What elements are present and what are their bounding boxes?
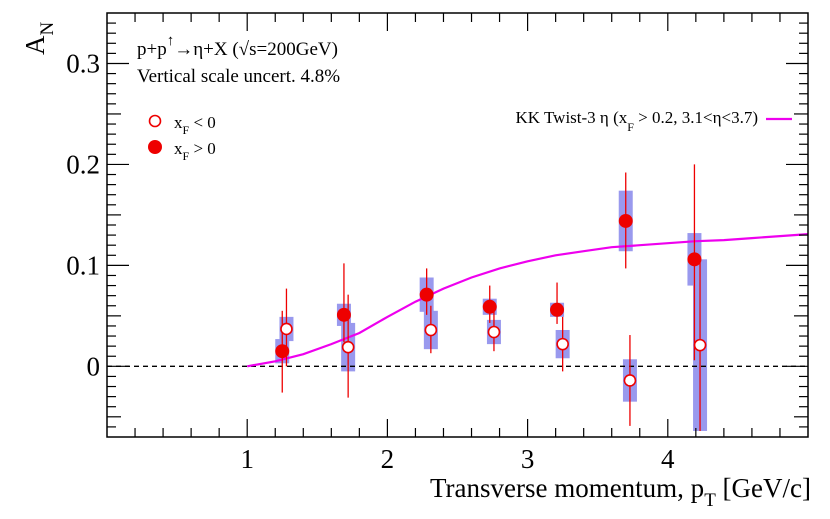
open-circle-point [280,322,293,336]
open-circle-point [424,323,438,337]
x-tick-label: 4 [661,444,675,474]
x-tick-label: 2 [381,444,395,474]
open-circle-point [341,340,355,354]
legend-label-xf-negative: xF < 0 [174,113,216,137]
filled-circle-point [482,299,497,314]
filled-circle-point [618,213,633,228]
open-circle-point [693,338,707,352]
x-tick-label: 3 [521,444,535,474]
reaction-annotation: p+p↑→η+X (√s=200GeV) [137,33,338,60]
theory-curve-layer [247,233,809,368]
x-axis-title: Transverse momentum, pT [GeV/c] [430,473,811,511]
legend-filled-circle-marker [148,140,162,154]
y-axis-title: AN [20,22,58,56]
open-circle-point [556,337,569,351]
y-tick-label: 0.1 [66,250,100,280]
filled-circle-point [336,307,351,322]
axis-ticks: 1 2 3 4 0 0.1 0.2 0.3 [66,13,808,474]
filled-circle-point [419,287,434,302]
filled-circle-point [550,302,565,317]
y-tick-label: 0.3 [66,48,100,78]
filled-circle-point [687,252,702,267]
kk-twist3-curve [247,233,809,368]
x-tick-label: 1 [240,444,254,474]
legend-open-circle-marker [148,114,162,128]
data-marker-layer [275,213,707,387]
open-circle-point [623,374,637,387]
legend-label-kk-twist3: KK Twist-3 η (xF > 0.2, 3.1<η<3.7) [515,108,758,134]
y-tick-label: 0 [87,351,101,381]
y-tick-label: 0.2 [66,149,100,179]
scale-uncertainty-note: Vertical scale uncert. 4.8% [137,66,340,87]
legend-label-xf-positive: xF > 0 [174,139,216,163]
open-circle-point [487,325,501,339]
filled-circle-point [275,344,290,359]
sqrt-sign: √ [239,39,250,60]
